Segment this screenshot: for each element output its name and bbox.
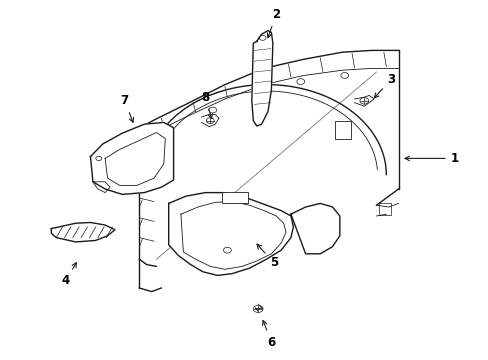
Polygon shape [354, 95, 373, 106]
Text: 1: 1 [404, 152, 458, 165]
Text: 7: 7 [121, 94, 133, 122]
Text: 2: 2 [267, 8, 280, 38]
Bar [334, 121, 350, 139]
Text: 8: 8 [201, 91, 212, 118]
Polygon shape [251, 31, 272, 126]
Text: 6: 6 [262, 320, 275, 348]
Polygon shape [201, 114, 219, 127]
Polygon shape [290, 203, 339, 254]
Polygon shape [51, 222, 115, 242]
Text: 3: 3 [374, 73, 394, 98]
Text: 4: 4 [62, 263, 76, 287]
Text: 5: 5 [257, 244, 277, 269]
Bar [378, 203, 390, 215]
Polygon shape [168, 193, 293, 275]
Polygon shape [90, 122, 173, 194]
Bar [222, 192, 247, 203]
